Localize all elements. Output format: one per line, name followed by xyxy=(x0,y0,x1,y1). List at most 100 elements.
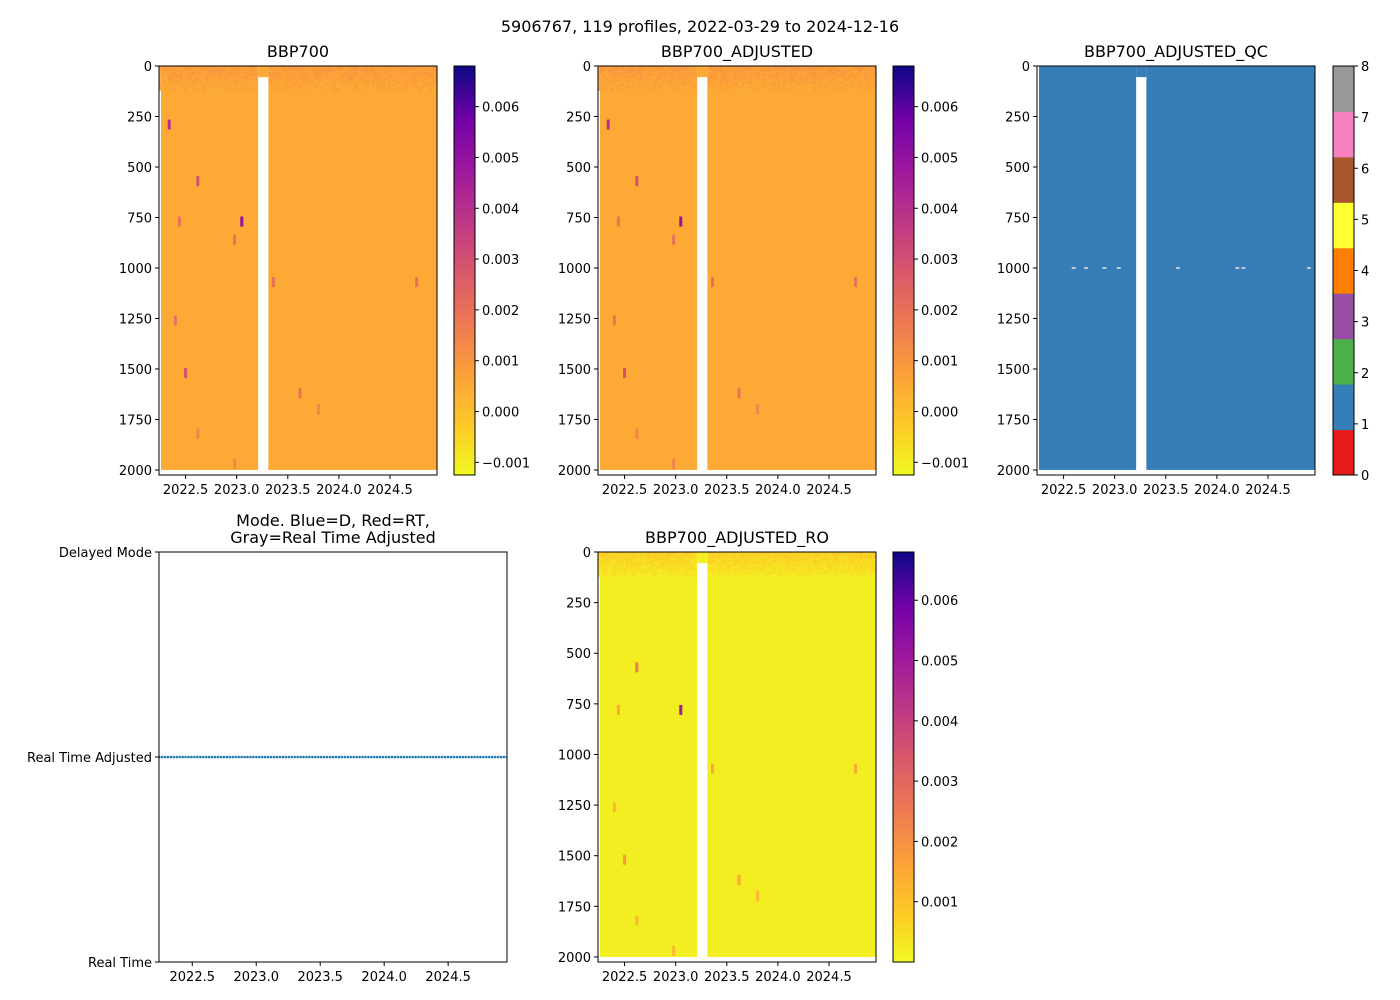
surface-cell xyxy=(724,562,728,565)
surface-cell xyxy=(763,558,767,561)
surface-cell xyxy=(623,66,627,69)
surface-cell xyxy=(752,88,756,91)
surface-cell xyxy=(626,566,629,569)
surface-cell xyxy=(427,80,431,83)
surface-cell xyxy=(768,556,772,559)
surface-cell xyxy=(210,80,214,83)
surface-cell xyxy=(187,72,190,75)
surface-cell xyxy=(815,556,819,559)
surface-cell xyxy=(619,556,622,559)
surface-cell xyxy=(817,562,821,565)
surface-cell xyxy=(366,66,370,69)
surface-cell xyxy=(873,76,876,79)
surface-cell xyxy=(789,86,793,89)
surface-cell xyxy=(661,572,665,575)
surface-cell xyxy=(600,564,604,567)
surface-cell xyxy=(600,552,604,555)
surface-cell xyxy=(665,560,669,563)
mode-point xyxy=(340,755,344,759)
surface-cell xyxy=(362,76,366,79)
surface-cell xyxy=(752,86,756,89)
mode-point xyxy=(196,755,199,759)
surface-cell xyxy=(399,80,403,83)
surface-cell xyxy=(373,86,377,89)
surface-cell xyxy=(738,80,742,83)
surface-cell xyxy=(628,552,632,555)
surface-cell xyxy=(341,70,345,73)
panel-title: BBP700 xyxy=(267,42,329,61)
surface-cell xyxy=(675,572,679,575)
surface-cell xyxy=(210,86,214,89)
colorbar-tick-label: 0.000 xyxy=(482,405,519,420)
surface-cell xyxy=(707,68,711,71)
surface-cell xyxy=(313,82,317,85)
surface-cell xyxy=(838,72,842,75)
surface-cell xyxy=(287,68,291,71)
surface-cell xyxy=(217,82,221,85)
surface-cell xyxy=(408,86,412,89)
surface-cell xyxy=(619,86,622,89)
surface-cell xyxy=(180,68,183,71)
surface-cell xyxy=(794,568,798,571)
surface-cell xyxy=(768,570,772,573)
surface-cell xyxy=(819,568,823,571)
surface-cell xyxy=(815,568,819,571)
y-tick-label: 0 xyxy=(583,60,591,75)
surface-cell xyxy=(425,84,429,87)
surface-cell xyxy=(229,66,233,69)
surface-cell xyxy=(784,564,788,567)
surface-cell xyxy=(250,88,254,91)
surface-cell xyxy=(782,74,786,77)
surface-cell xyxy=(275,76,279,79)
surface-cell xyxy=(668,568,672,571)
surface-cell xyxy=(619,70,622,73)
surface-cell xyxy=(380,80,384,83)
surface-cell xyxy=(301,88,305,91)
surface-cell xyxy=(331,66,335,69)
surface-cell xyxy=(301,76,305,79)
surface-cell xyxy=(210,82,214,85)
surface-cell xyxy=(320,82,324,85)
surface-cell xyxy=(817,74,821,77)
surface-cell xyxy=(173,84,176,87)
surface-cell xyxy=(373,84,377,87)
surface-cell xyxy=(303,72,307,75)
surface-cell xyxy=(175,68,179,71)
surface-cell xyxy=(640,80,643,83)
surface-cell xyxy=(817,86,821,89)
surface-cell xyxy=(308,76,312,79)
surface-cell xyxy=(170,78,174,81)
surface-cell xyxy=(742,556,746,559)
surface-cell xyxy=(822,84,826,87)
surface-cell xyxy=(733,566,737,569)
surface-cell xyxy=(742,72,746,75)
surface-cell xyxy=(831,88,835,91)
surface-cell xyxy=(686,68,690,71)
surface-cell xyxy=(355,78,359,81)
colorbar-swatch xyxy=(1333,293,1354,340)
surface-cell xyxy=(742,80,746,83)
surface-cell xyxy=(819,570,823,573)
surface-cell xyxy=(626,572,629,575)
surface-cell xyxy=(348,72,352,75)
surface-cell xyxy=(857,558,861,561)
surface-cell xyxy=(668,560,672,563)
surface-cell xyxy=(633,564,636,567)
surface-cell xyxy=(812,552,816,555)
surface-cell xyxy=(731,558,735,561)
surface-cell xyxy=(759,66,763,69)
surface-cell xyxy=(658,568,662,571)
surface-cell xyxy=(647,80,650,83)
surface-cell xyxy=(394,70,398,73)
surface-cell xyxy=(607,562,611,565)
surface-cell xyxy=(852,568,856,571)
surface-cell xyxy=(205,84,209,87)
surface-cell xyxy=(616,556,620,559)
surface-cell xyxy=(649,86,653,89)
surface-cell xyxy=(621,70,625,73)
surface-cell xyxy=(859,556,863,559)
surface-cell xyxy=(738,560,742,563)
surface-cell xyxy=(369,80,373,83)
surface-cell xyxy=(824,558,828,561)
surface-cell xyxy=(623,74,627,77)
